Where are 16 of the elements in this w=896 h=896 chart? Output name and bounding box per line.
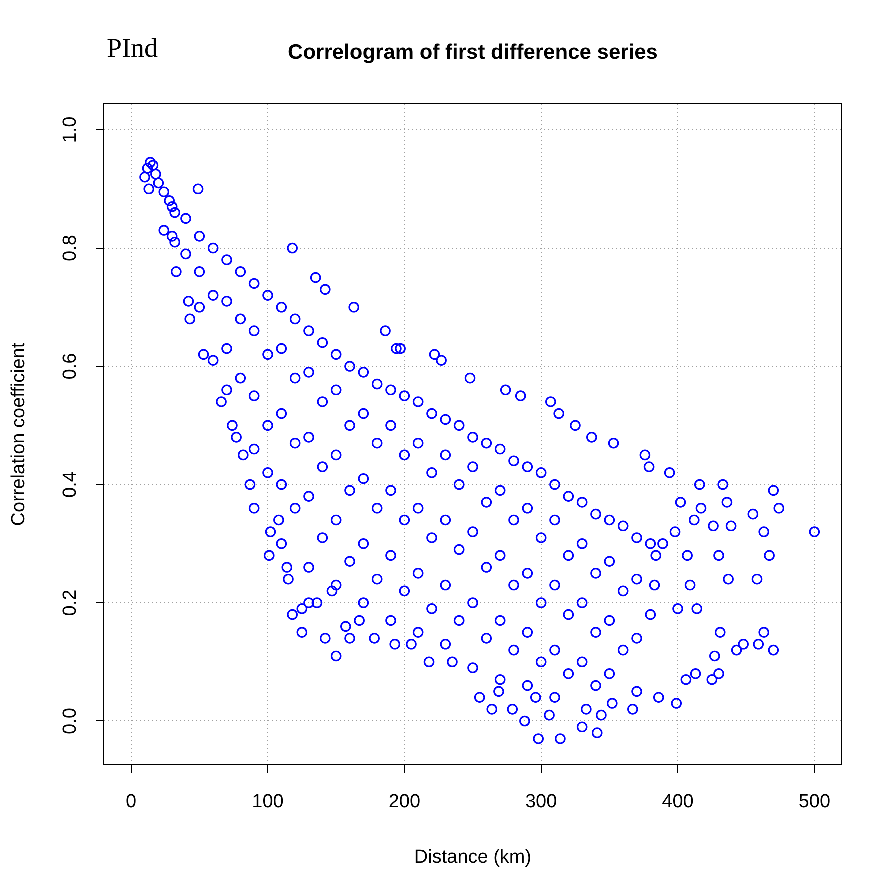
y-tick-label: 1.0: [60, 116, 82, 144]
y-tick-label: 0.2: [60, 590, 82, 616]
y-tick-label: 0.0: [60, 708, 82, 734]
text: PInd: [107, 33, 159, 63]
x-axis-title: Distance (km): [414, 846, 532, 868]
x-tick-label: 400: [662, 792, 694, 813]
x-tick-label: 0: [126, 792, 137, 813]
x-tick-label: 300: [525, 792, 558, 813]
chart-title: Correlogram of first difference series: [288, 40, 658, 64]
x-tick-label: 200: [388, 792, 421, 813]
y-tick-label: 0.6: [60, 353, 82, 380]
y-axis-title: Correlation coefficient: [8, 342, 30, 526]
y-tick-label: 0.8: [60, 235, 82, 262]
x-tick-label: 100: [252, 792, 284, 813]
y-tick-label: 0.4: [60, 471, 82, 498]
x-tick-label: 500: [798, 792, 831, 813]
